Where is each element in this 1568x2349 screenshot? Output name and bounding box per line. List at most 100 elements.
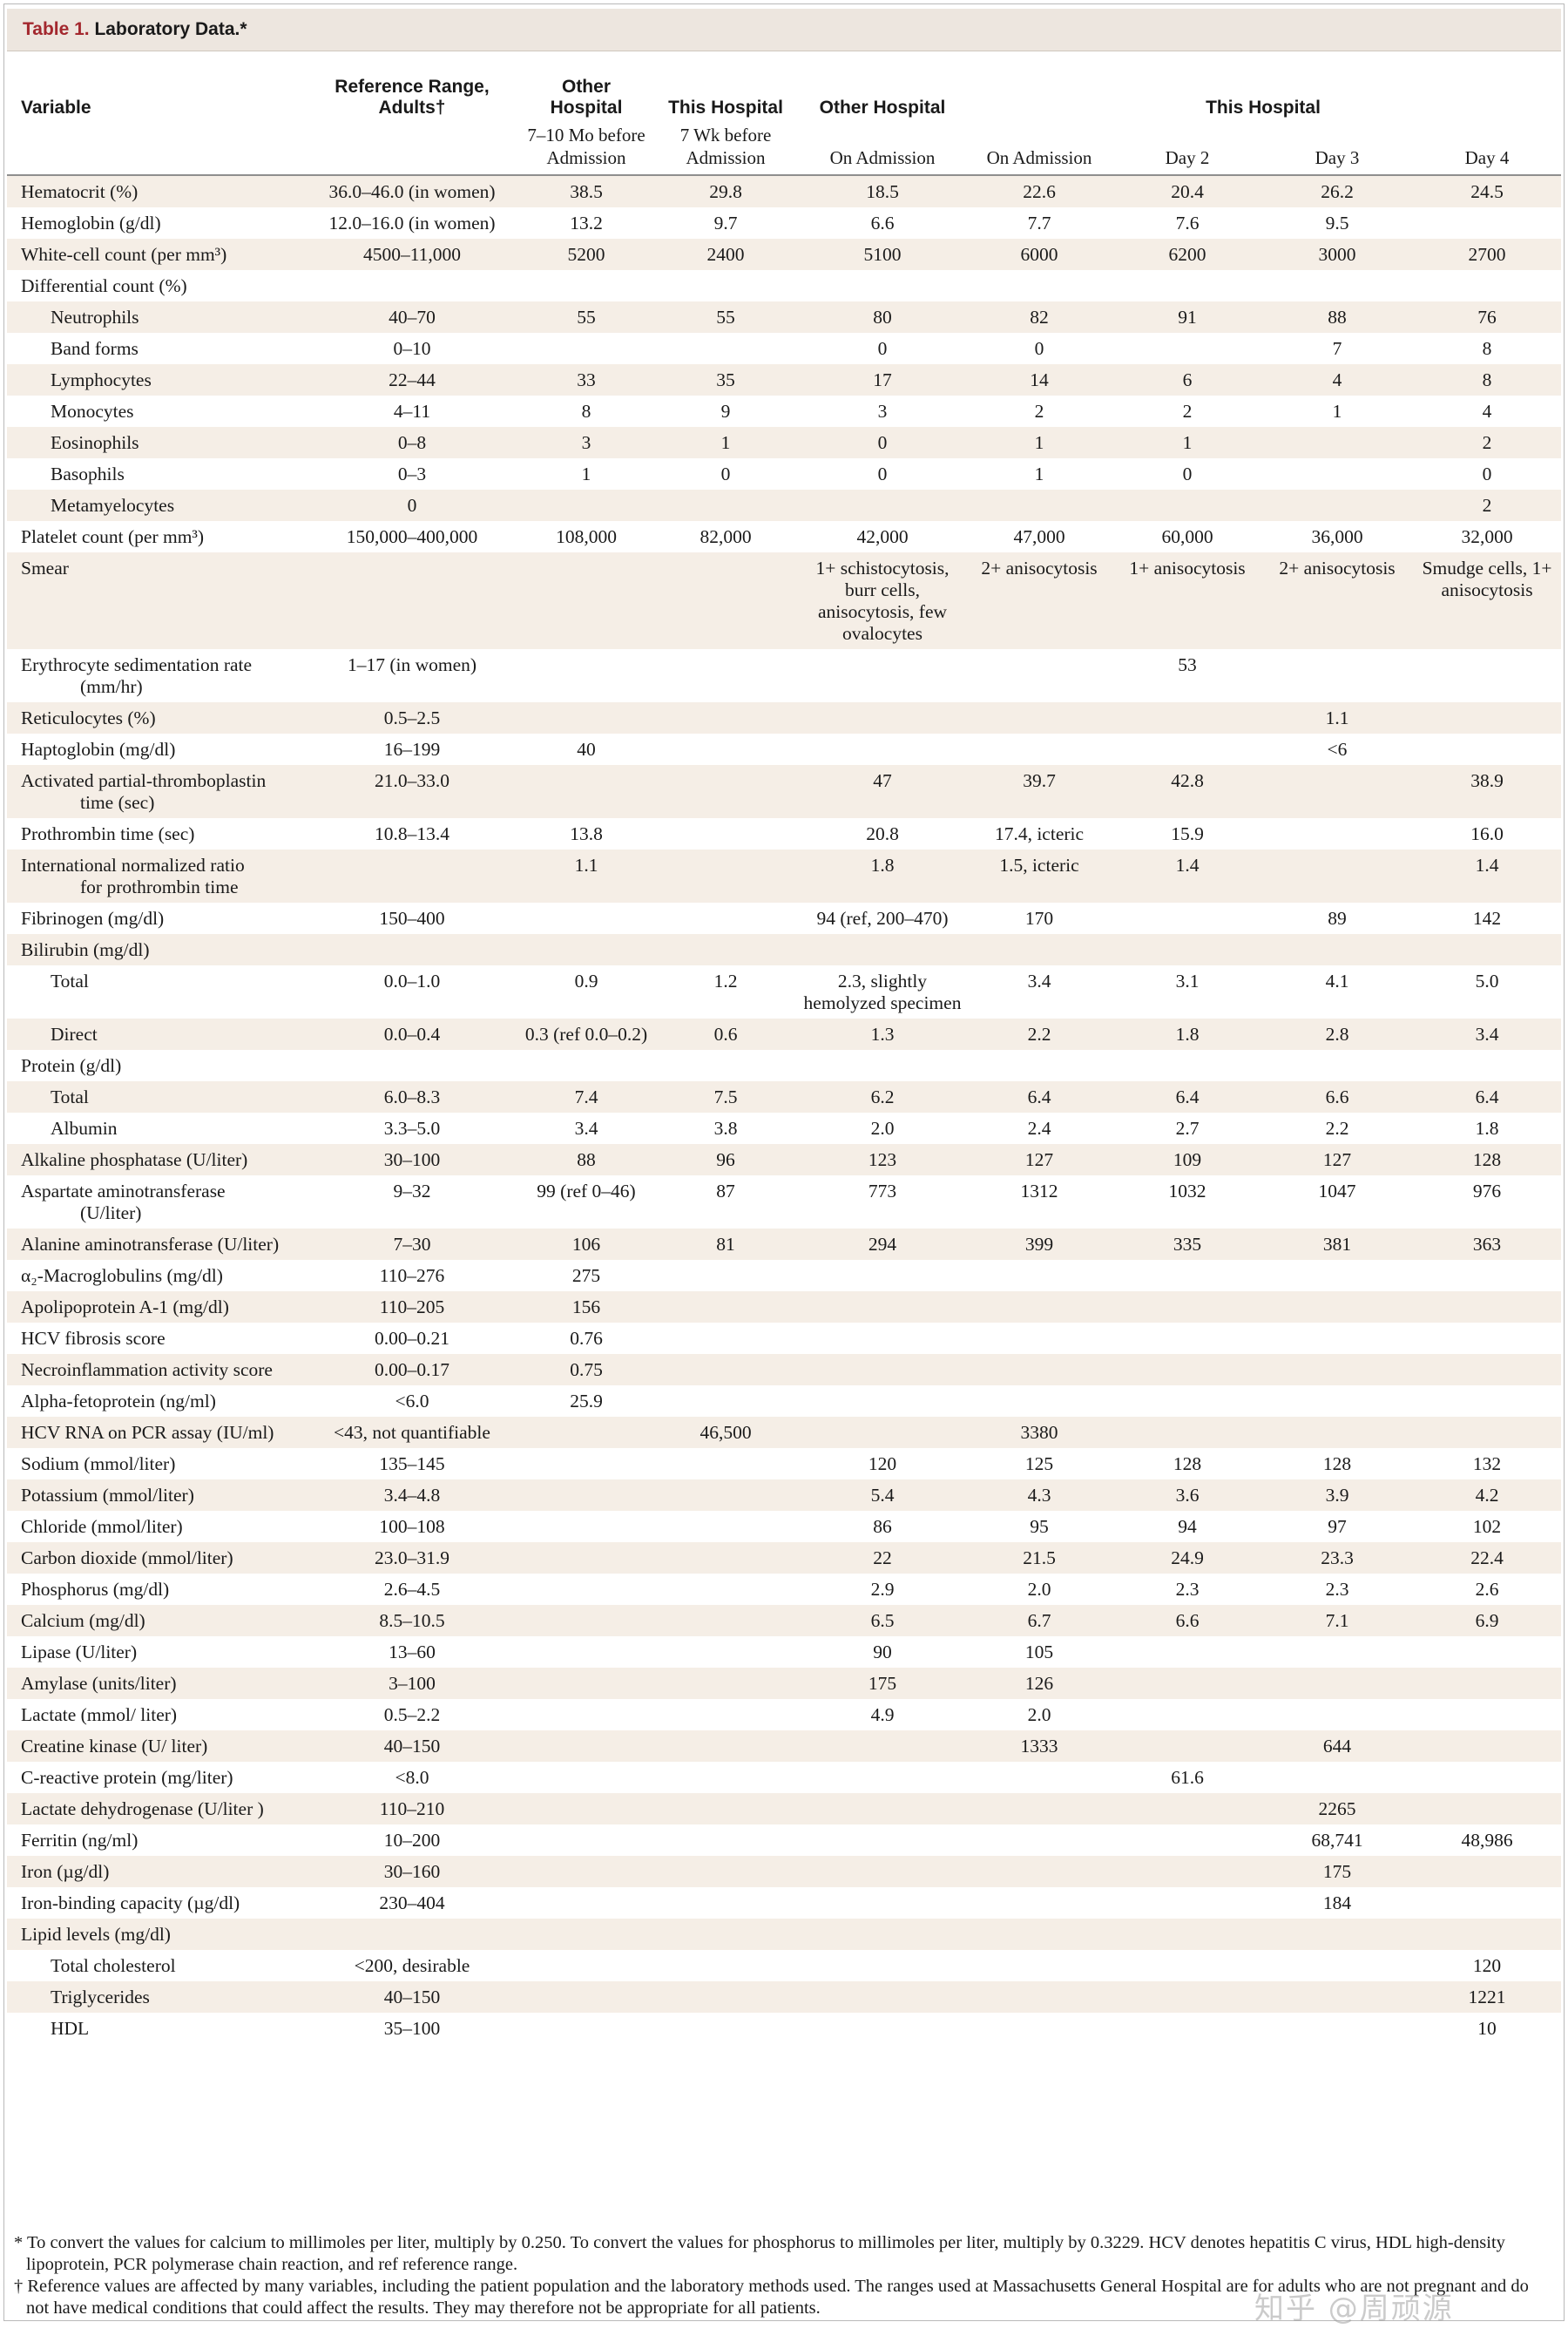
value-cell: 128 [1472, 1149, 1502, 1170]
value-cell [1113, 1950, 1261, 1981]
value-cell [652, 903, 800, 934]
value-cell [521, 903, 652, 934]
value-cell [521, 1448, 652, 1479]
header-variable: Variable [21, 98, 91, 118]
value-cell [652, 1981, 800, 2013]
value-cell [800, 1260, 965, 1291]
value-cell: 88 [577, 1149, 596, 1170]
value-cell: 6 [1182, 369, 1193, 390]
reference-range-cell: 100–108 [379, 1516, 445, 1537]
value-cell [521, 1050, 652, 1081]
subheader-day-3: Day 3 [1315, 147, 1360, 168]
table-row: C-reactive protein (mg/liter) <8.0 61.6 [7, 1762, 1562, 1793]
table-row: Creatine kinase (U/ liter) 40–150 1333 644 [7, 1730, 1562, 1762]
table-row: Total 0.0–1.0 0.9 1.2 2.3, slightly hemolyze… [7, 965, 1562, 1019]
value-cell: 3.6 [1175, 1485, 1200, 1506]
value-cell [1261, 765, 1413, 818]
value-cell: 3.8 [713, 1118, 738, 1139]
value-cell [652, 934, 800, 965]
value-cell: 2 [1482, 432, 1492, 453]
value-cell [1113, 2013, 1261, 2044]
variable-cell: Ferritin (ng/ml) [7, 1824, 303, 1856]
value-cell: 1032 [1168, 1181, 1206, 1202]
value-cell: 3 [877, 401, 888, 422]
variable-label: Differential count (%) [21, 275, 187, 296]
value-cell: 4 [1482, 401, 1492, 422]
variable-label: Aspartate aminotransferase [21, 1181, 226, 1202]
value-cell [652, 765, 800, 818]
table-row: Lactate dehydrogenase (U/liter ) 110–210 2… [7, 1793, 1562, 1824]
variable-label: Lactate (mmol/ liter) [21, 1704, 178, 1725]
value-cell: 53 [1178, 654, 1197, 675]
table-row: Apolipoprotein A-1 (mg/dl) 110–205 156 [7, 1291, 1562, 1323]
reference-range-cell: 0 [407, 495, 417, 516]
value-cell: 3.4 [574, 1118, 598, 1139]
reference-range-cell: 0.0–1.0 [383, 971, 441, 992]
value-cell: 1.8 [1475, 1118, 1499, 1139]
reference-range-cell: 35–100 [383, 2018, 441, 2039]
value-cell: 1 [1034, 432, 1044, 453]
subheader-on-admission-2: On Admission [986, 147, 1092, 168]
value-cell: 3.9 [1325, 1485, 1349, 1506]
variable-label: Hematocrit (%) [21, 181, 139, 202]
value-cell: 2+ anisocytosis [981, 558, 1098, 579]
value-cell: 22 [873, 1547, 892, 1568]
value-cell: 976 [1472, 1181, 1502, 1202]
table-row: Monocytes 4–11 8 9 3 2 2 1 4 [7, 396, 1562, 427]
value-cell [1113, 1856, 1261, 1887]
value-cell: 48,986 [1461, 1830, 1513, 1851]
table-row: Eosinophils 0–8 3 1 0 1 1 2 [7, 427, 1562, 458]
table-row: HDL 35–100 10 [7, 2013, 1562, 2044]
value-cell: 87 [716, 1181, 735, 1202]
variable-cell: Total [7, 1081, 303, 1113]
value-cell: 8 [1482, 338, 1492, 359]
laboratory-data-table: Variable Reference Range, Adults† Other … [7, 54, 1562, 2044]
value-cell [800, 1323, 965, 1354]
value-cell: 1+ anisocytosis [1129, 558, 1246, 579]
value-cell: 2.9 [870, 1579, 895, 1600]
value-cell: 55 [577, 307, 596, 328]
table-row: Basophils 0–3 1 0 0 1 0 0 [7, 458, 1562, 490]
value-cell [800, 649, 965, 702]
reference-range-cell: 2.6–4.5 [383, 1579, 441, 1600]
variable-label: Lipid levels (mg/dl) [21, 1924, 171, 1945]
value-cell: 89 [1328, 908, 1347, 929]
value-cell: 5100 [863, 244, 902, 265]
value-cell: 6.4 [1027, 1086, 1051, 1107]
value-cell [965, 1762, 1113, 1793]
value-cell: 26.2 [1321, 181, 1354, 202]
value-cell: 23.3 [1321, 1547, 1354, 1568]
caption-bar: Table 1. Laboratory Data.* [7, 9, 1561, 51]
value-cell: 128 [1322, 1453, 1352, 1474]
table-row: Hematocrit (%) 36.0–46.0 (in women) 38.5 29… [7, 175, 1562, 207]
value-cell: 2265 [1318, 1798, 1356, 1819]
value-cell [1261, 490, 1413, 521]
variable-label: α₂-Macroglobulins (mg/dl) [21, 1265, 223, 1286]
value-cell [1413, 1699, 1561, 1730]
table-row: Haptoglobin (mg/dl) 16–199 40 <6 [7, 734, 1562, 765]
value-cell [652, 649, 800, 702]
table-row: Platelet count (per mm³) 150,000–400,000 1… [7, 521, 1562, 552]
variable-cell: Monocytes [7, 396, 303, 427]
value-cell [521, 649, 652, 702]
value-cell: 7.7 [1027, 213, 1051, 234]
footnote-asterisk: * To convert the values for calcium to m… [14, 2233, 1505, 2274]
table-row: HCV RNA on PCR assay (IU/ml) <43, not qua… [7, 1417, 1562, 1448]
value-cell: 1221 [1468, 1987, 1506, 2007]
variable-cell: Potassium (mmol/liter) [7, 1479, 303, 1511]
value-cell: 6.9 [1475, 1610, 1499, 1631]
variable-label: HCV RNA on PCR assay (IU/ml) [21, 1422, 274, 1443]
variable-label: Haptoglobin (mg/dl) [21, 739, 176, 760]
value-cell [800, 1856, 965, 1887]
table-row: Neutrophils 40–70 55 55 80 82 91 88 76 [7, 301, 1562, 333]
variable-label: Lipase (U/liter) [21, 1642, 138, 1662]
reference-range-cell: 36.0–46.0 (in women) [328, 181, 496, 202]
value-cell: 106 [571, 1234, 601, 1255]
value-cell [652, 1605, 800, 1636]
table-row: Reticulocytes (%) 0.5–2.5 1.1 [7, 702, 1562, 734]
value-cell: 82,000 [700, 526, 752, 547]
value-cell [652, 1950, 800, 1981]
variable-cell: Basophils [7, 458, 303, 490]
variable-cell: Alkaline phosphatase (U/liter) [7, 1144, 303, 1175]
value-cell [652, 1699, 800, 1730]
